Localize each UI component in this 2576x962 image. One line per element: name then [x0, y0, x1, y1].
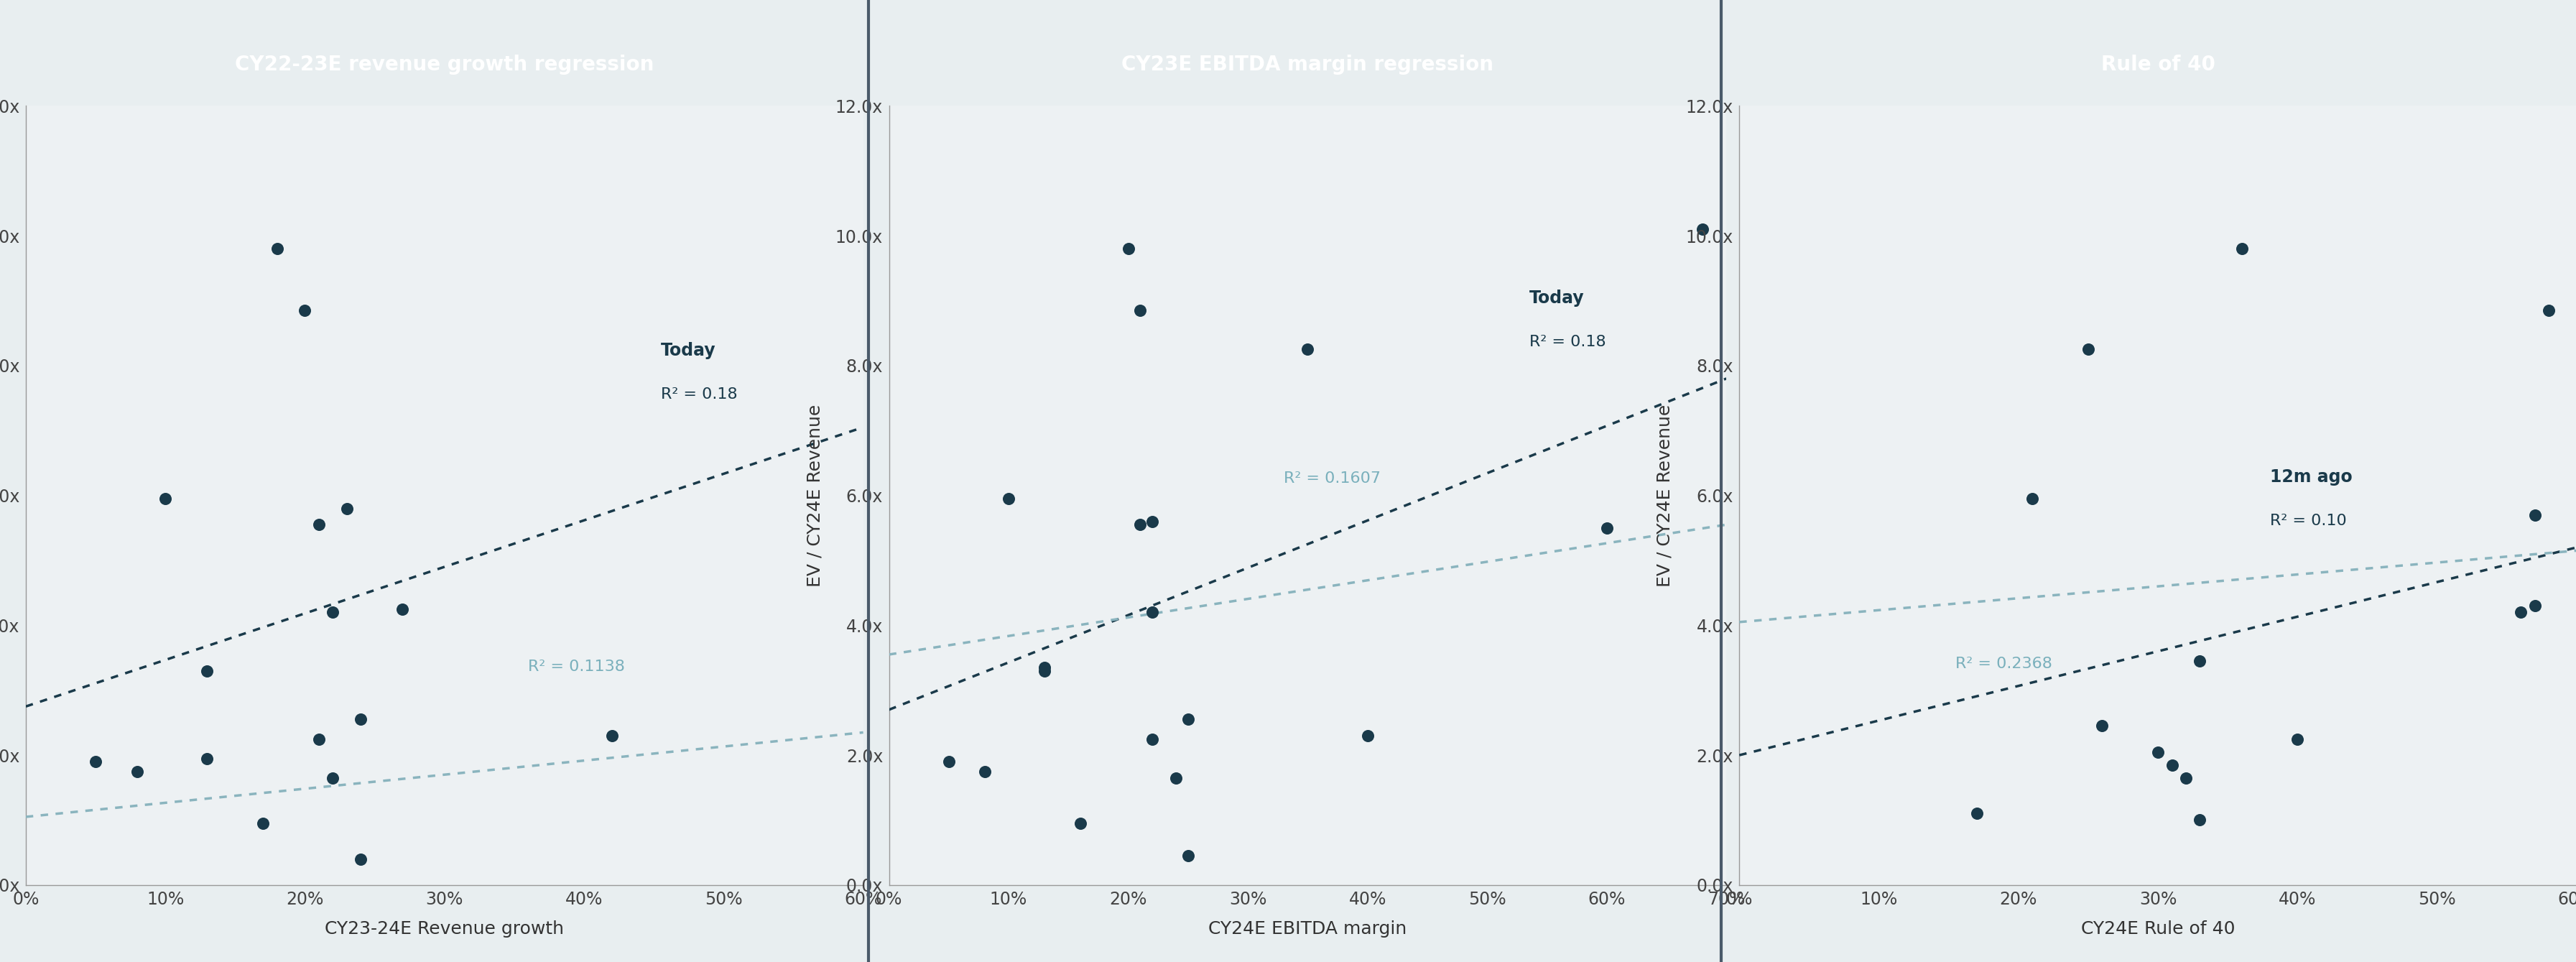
Point [1131, 731, 1172, 747]
Point [340, 712, 381, 727]
Point [312, 604, 353, 620]
Point [1347, 728, 1388, 744]
Point [185, 750, 227, 766]
Point [2277, 731, 2318, 747]
Point [1167, 712, 1208, 727]
Text: CY22-23E revenue growth regression: CY22-23E revenue growth regression [234, 55, 654, 75]
Text: Rule of 40: Rule of 40 [2099, 55, 2215, 75]
Point [1118, 303, 1159, 318]
Point [75, 754, 116, 770]
Point [927, 754, 969, 770]
Point [592, 728, 634, 744]
Point [987, 491, 1028, 506]
Point [1059, 816, 1100, 831]
Text: R² = 0.18: R² = 0.18 [659, 387, 737, 401]
Point [242, 816, 283, 831]
Text: R² = 0.1607: R² = 0.1607 [1283, 471, 1381, 486]
Text: R² = 0.10: R² = 0.10 [2269, 514, 2347, 528]
Point [312, 771, 353, 786]
Point [2179, 653, 2221, 669]
Text: Today: Today [1528, 290, 1584, 307]
X-axis label: CY23-24E Revenue growth: CY23-24E Revenue growth [325, 921, 564, 938]
Point [2066, 342, 2107, 357]
X-axis label: CY24E Rule of 40: CY24E Rule of 40 [2081, 921, 2233, 938]
Point [1023, 660, 1064, 675]
Point [299, 731, 340, 747]
Point [2499, 604, 2540, 620]
Point [963, 764, 1005, 779]
Point [258, 240, 299, 256]
Y-axis label: EV / CY24E Revenue: EV / CY24E Revenue [1656, 404, 1674, 587]
Point [1131, 514, 1172, 529]
Point [185, 663, 227, 678]
Point [340, 851, 381, 867]
Point [381, 601, 422, 617]
Point [2151, 757, 2192, 772]
Text: R² = 0.2368: R² = 0.2368 [1955, 656, 2053, 671]
Point [299, 517, 340, 532]
Point [2514, 507, 2555, 522]
Point [1587, 520, 1628, 536]
Point [144, 491, 185, 506]
Point [1118, 517, 1159, 532]
Point [116, 764, 157, 779]
Point [1023, 663, 1064, 678]
Point [2164, 771, 2205, 786]
Text: 12m ago: 12m ago [2269, 468, 2352, 486]
Text: CY23E EBITDA margin regression: CY23E EBITDA margin regression [1121, 55, 1494, 75]
Y-axis label: EV / CY24E Revenue: EV / CY24E Revenue [806, 404, 824, 587]
Point [2138, 745, 2179, 760]
Point [1285, 342, 1329, 357]
Point [283, 303, 325, 318]
Text: R² = 0.1138: R² = 0.1138 [528, 660, 626, 674]
Point [2514, 598, 2555, 614]
Point [2012, 491, 2053, 506]
Point [1131, 604, 1172, 620]
Point [2527, 303, 2568, 318]
Point [1167, 848, 1208, 864]
Point [1154, 771, 1195, 786]
Point [1682, 221, 1723, 237]
Point [1108, 240, 1149, 256]
Point [2221, 240, 2262, 256]
Point [1955, 806, 1996, 822]
Point [2081, 719, 2123, 734]
Text: R² = 0.18: R² = 0.18 [1528, 335, 1605, 349]
Point [2179, 812, 2221, 827]
Text: Today: Today [659, 342, 716, 359]
X-axis label: CY24E EBITDA margin: CY24E EBITDA margin [1208, 921, 1406, 938]
Point [327, 500, 368, 516]
